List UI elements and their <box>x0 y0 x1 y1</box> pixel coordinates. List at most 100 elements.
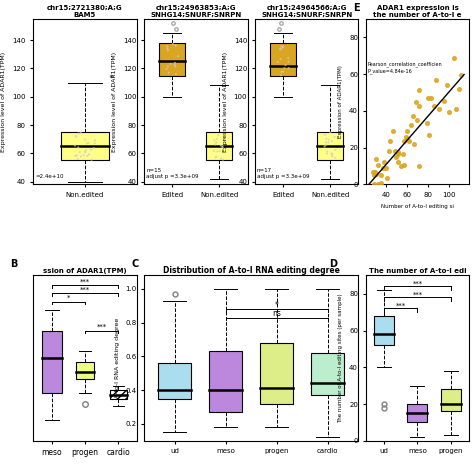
Point <box>321 143 328 150</box>
Text: *: * <box>66 295 70 301</box>
Point <box>409 112 417 120</box>
Point <box>325 136 333 144</box>
Text: n=15
adjust p =3.3e+09: n=15 adjust p =3.3e+09 <box>146 168 199 179</box>
Point <box>394 148 401 155</box>
Point <box>372 155 380 163</box>
Text: ***: *** <box>412 281 422 286</box>
Point <box>455 85 463 93</box>
Point <box>436 105 443 112</box>
Point <box>174 52 182 60</box>
Point <box>80 151 88 159</box>
Point <box>440 97 447 105</box>
Point <box>217 155 225 163</box>
Point <box>77 129 84 137</box>
Point <box>284 54 292 62</box>
Title: chr15;24963853;A;G
SNHG14;SNURF;SNRPN: chr15;24963853;A;G SNHG14;SNURF;SNRPN <box>150 5 241 18</box>
Point <box>212 153 220 161</box>
Point <box>403 128 411 135</box>
Y-axis label: A-to-I RNA editing degree: A-to-I RNA editing degree <box>115 318 119 398</box>
Point <box>427 94 435 102</box>
Point <box>322 135 330 143</box>
Point <box>277 43 285 50</box>
Point <box>165 69 173 76</box>
Text: C: C <box>131 259 138 269</box>
Point <box>164 63 172 70</box>
Point <box>277 55 284 63</box>
Point <box>82 148 89 156</box>
Point <box>213 138 220 146</box>
Bar <box>158 363 191 399</box>
Point <box>328 153 336 160</box>
Point <box>171 59 179 67</box>
Point <box>82 146 90 154</box>
Point <box>400 137 408 145</box>
Point <box>279 44 287 51</box>
Point <box>73 133 80 141</box>
Point <box>172 41 180 49</box>
Point <box>328 151 336 159</box>
Point <box>276 45 284 53</box>
Point <box>392 154 400 161</box>
Point <box>391 147 399 155</box>
Point <box>219 143 226 151</box>
Y-axis label: Expression level of ADAR1(TPM): Expression level of ADAR1(TPM) <box>223 52 228 152</box>
Bar <box>206 132 232 160</box>
Point <box>328 137 336 145</box>
Point <box>167 60 174 68</box>
Bar <box>209 351 242 412</box>
Point <box>83 152 91 160</box>
Bar <box>270 43 296 75</box>
Point <box>390 127 397 135</box>
Point <box>210 137 218 144</box>
Point <box>91 137 99 144</box>
Point <box>164 45 171 52</box>
Text: Pearson_correlation_coefficien
P_value=4.84e-16: Pearson_correlation_coefficien P_value=4… <box>368 62 442 73</box>
Point <box>374 161 382 169</box>
Point <box>87 146 95 154</box>
Point <box>77 153 85 160</box>
Point <box>71 142 79 149</box>
Point <box>90 145 98 152</box>
Point <box>171 61 179 69</box>
Point <box>450 54 457 62</box>
Point <box>75 130 82 137</box>
Point <box>445 109 453 116</box>
Point <box>457 71 465 78</box>
Point <box>401 161 408 169</box>
Point <box>394 150 402 158</box>
Point <box>217 142 225 149</box>
Bar <box>408 404 428 422</box>
Y-axis label: The number of A-to-I editing sites (per sample): The number of A-to-I editing sites (per … <box>338 293 344 423</box>
Point <box>402 133 410 140</box>
Point <box>416 86 423 94</box>
Point <box>374 181 382 188</box>
Point <box>277 72 284 79</box>
Point <box>425 95 432 102</box>
Point <box>169 40 176 48</box>
Point <box>322 139 330 146</box>
Y-axis label: Expression level of ADAR1(TPM): Expression level of ADAR1(TPM) <box>112 52 117 152</box>
Point <box>213 148 221 155</box>
Point <box>324 147 331 155</box>
Point <box>322 141 329 149</box>
Point <box>285 64 292 72</box>
Point <box>220 145 228 152</box>
Text: E: E <box>353 3 360 13</box>
Point <box>382 164 390 172</box>
Point <box>400 151 407 158</box>
Point <box>74 144 82 151</box>
Point <box>377 179 384 187</box>
Point <box>219 156 227 164</box>
Bar <box>260 343 293 404</box>
Point <box>216 147 223 155</box>
Point <box>379 164 387 172</box>
Point <box>395 158 402 165</box>
Point <box>83 140 91 147</box>
Point <box>328 150 336 157</box>
Point <box>73 151 81 159</box>
Point <box>430 102 438 109</box>
Point <box>404 135 411 143</box>
Point <box>377 171 385 179</box>
Point <box>371 171 378 179</box>
Point <box>386 137 393 145</box>
